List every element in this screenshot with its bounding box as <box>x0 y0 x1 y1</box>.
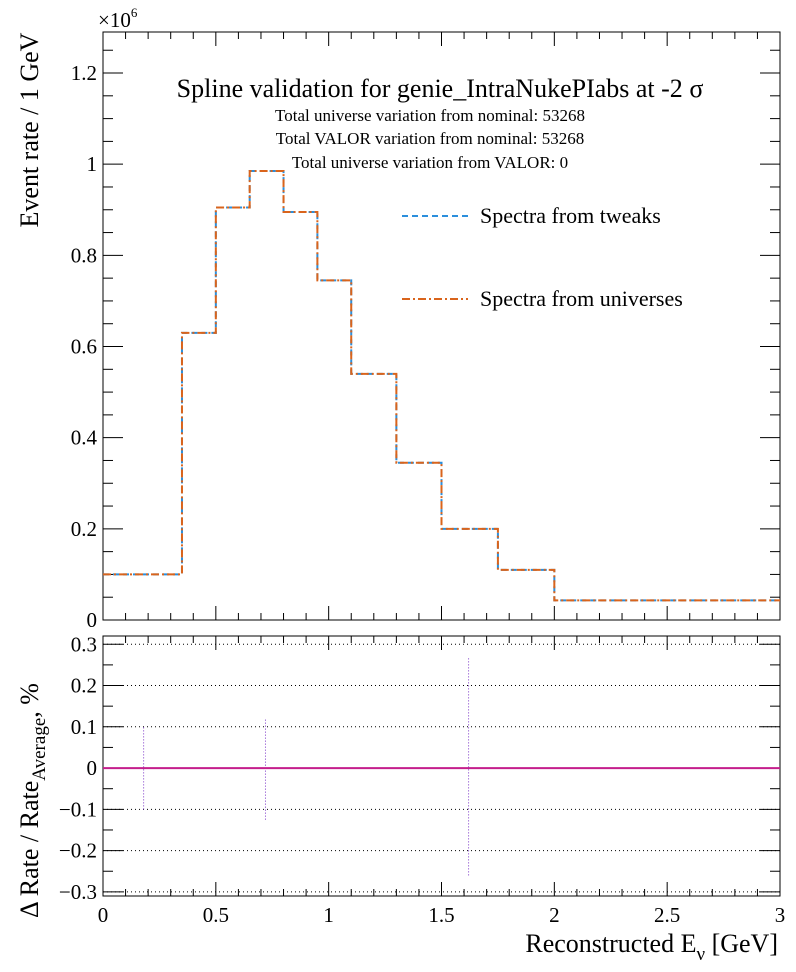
x-tick-label: 0.5 <box>203 903 229 927</box>
bottom-y-tick-label: 0.1 <box>71 715 97 739</box>
annotation-valor-nominal: Total VALOR variation from nominal: 5326… <box>276 129 584 148</box>
y-multiplier-label: ×106 <box>98 5 138 32</box>
top-y-tick-labels: 0 0.2 0.4 0.6 0.8 1 1.2 <box>71 61 98 632</box>
x-tick-label: 0 <box>98 903 109 927</box>
bottom-y-tick-labels: −0.3 −0.2 −0.1 0 0.1 0.2 0.3 <box>59 632 97 904</box>
bottom-y-tick-label: −0.2 <box>59 839 97 863</box>
series-line-0 <box>103 170 780 602</box>
legend: Spectra from tweaks Spectra from univers… <box>402 203 683 311</box>
bottom-series-group <box>103 656 780 876</box>
top-y-axis-label: Event rate / 1 GeV <box>15 32 44 227</box>
series-line-1 <box>103 170 780 602</box>
top-y-tick-label: 1.2 <box>71 61 97 85</box>
x-tick-label: 2 <box>549 903 560 927</box>
top-axis-ticks <box>102 32 781 621</box>
bottom-y-tick-label: 0.3 <box>71 632 97 656</box>
top-y-tick-label: 0.8 <box>71 243 97 267</box>
top-panel: 0 0.2 0.4 0.6 0.8 1 1.2 ×106 Event rate / 1 Ge… <box>15 5 781 632</box>
top-series-group <box>103 170 780 602</box>
annotation-universe-nominal: Total universe variation from nominal: 5… <box>275 106 585 125</box>
bottom-y-tick-label: −0.1 <box>59 797 97 821</box>
legend-label-universes: Spectra from universes <box>480 286 683 311</box>
chart-title: Spline validation for genie_IntraNukePIa… <box>177 74 704 103</box>
top-y-tick-label: 0.4 <box>71 426 98 450</box>
top-y-tick-label: 0.6 <box>71 335 97 359</box>
top-y-tick-label: 0.2 <box>71 517 97 541</box>
top-y-tick-label: 1 <box>87 152 98 176</box>
legend-label-tweaks: Spectra from tweaks <box>480 203 661 228</box>
x-tick-labels: 0 0.5 1 1.5 2 2.5 3 <box>98 903 786 927</box>
bottom-y-tick-label: −0.3 <box>59 880 97 904</box>
bottom-panel: −0.3 −0.2 −0.1 0 0.1 0.2 0.3 0 0.5 1 1.5 2 2.5 3 Δ R… <box>15 632 785 965</box>
bottom-axis-ticks <box>102 636 781 896</box>
x-tick-label: 1 <box>323 903 334 927</box>
bottom-y-axis-label: Δ Rate / RateAverage, % <box>15 683 50 918</box>
x-tick-label: 1.5 <box>428 903 454 927</box>
annotation-universe-valor: Total universe variation from VALOR: 0 <box>292 153 568 172</box>
bottom-plot-frame <box>102 635 781 897</box>
bottom-y-tick-label: 0.2 <box>71 674 97 698</box>
x-tick-label: 3 <box>775 903 786 927</box>
bottom-y-tick-label: 0 <box>87 756 98 780</box>
x-axis-label: Reconstructed Eν [GeV] <box>525 929 778 965</box>
top-y-tick-label: 0 <box>87 608 98 632</box>
x-tick-label: 2.5 <box>654 903 680 927</box>
